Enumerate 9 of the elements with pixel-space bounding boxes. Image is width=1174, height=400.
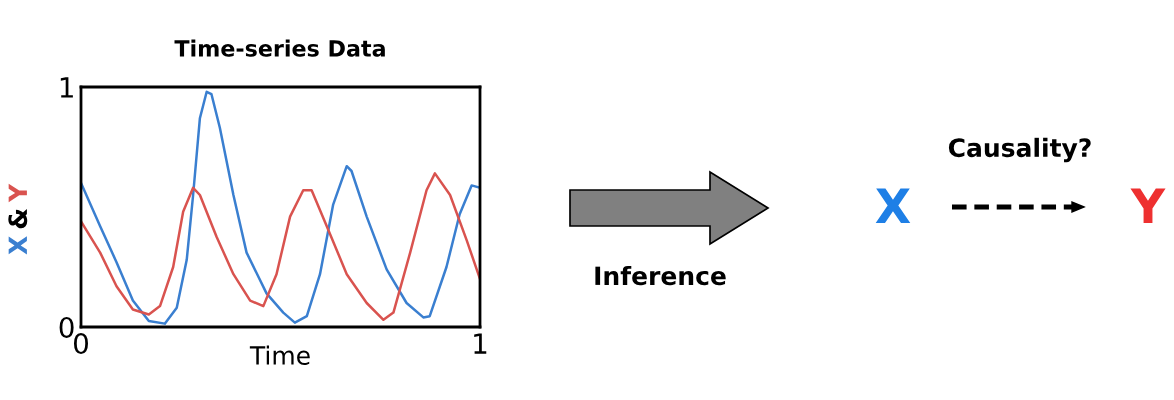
- text: Inference: [595, 265, 726, 286]
- line-series: [81, 90, 480, 325]
- x-axis-title: Time: [249, 345, 310, 365]
- text: Causality?: [948, 137, 1091, 163]
- text: X: [875, 188, 911, 224]
- text: Y: [1130, 188, 1166, 224]
- chart-title: Time-series Data: [174, 39, 385, 57]
- line-series: [81, 172, 480, 322]
- y-axis-title: X & Y: [8, 183, 28, 255]
